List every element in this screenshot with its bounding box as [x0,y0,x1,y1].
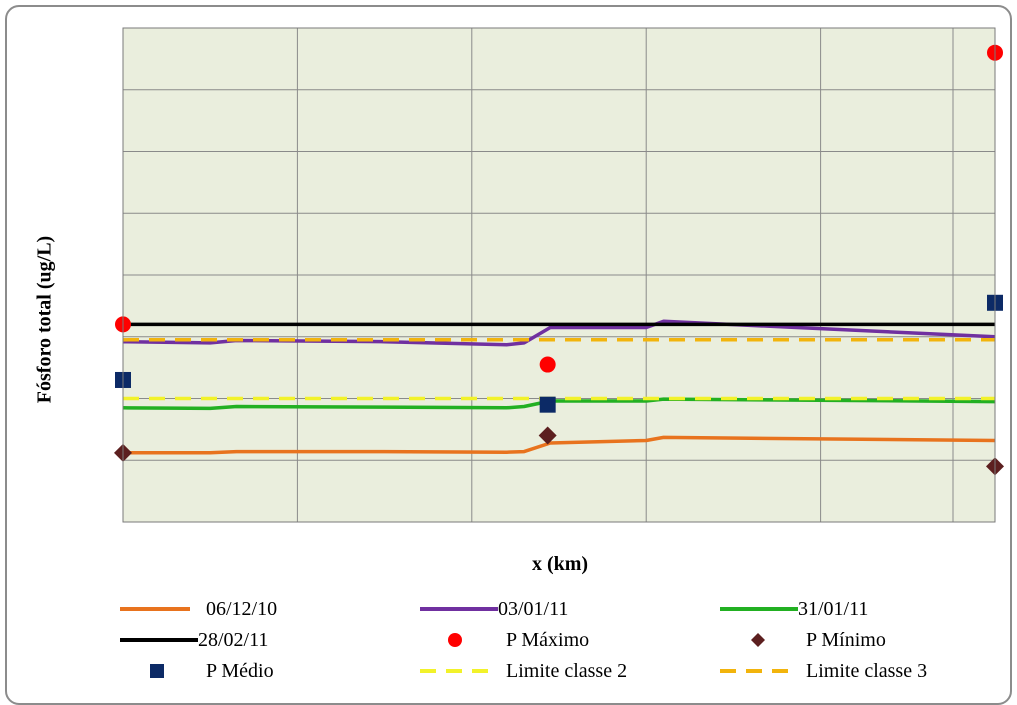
plot-border [122,27,996,523]
x-axis-label: x (km) [531,553,589,575]
series-markers [114,44,1004,476]
marker-p-m-nimo [538,426,557,445]
y-axis-label: Fósforo total (ug/L) [33,235,56,404]
series-lines [122,319,996,455]
series-line-06-12-10 [123,435,996,455]
marker-p-m-ximo [539,356,556,373]
marker-p-m-dio [539,396,556,413]
